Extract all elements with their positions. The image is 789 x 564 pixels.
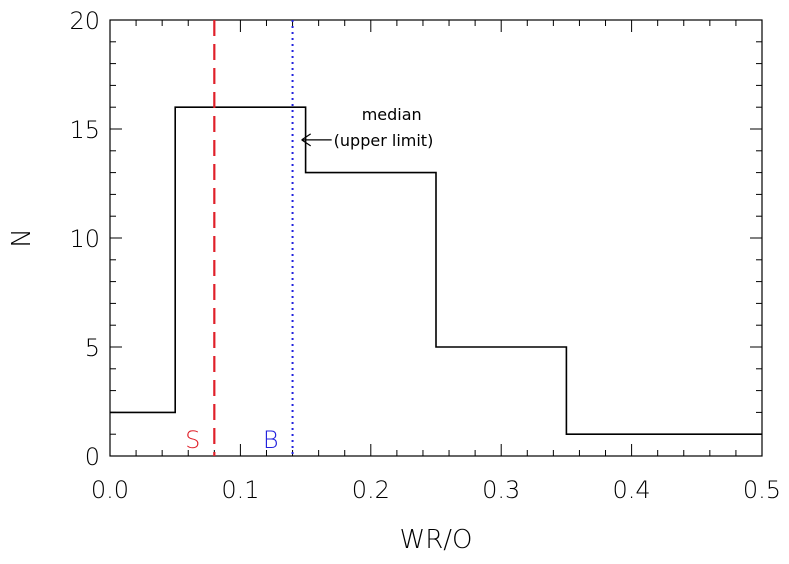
y-tick-label: 0 — [85, 443, 100, 471]
y-tick-label: 10 — [69, 225, 100, 253]
x-tick-label: 0.3 — [482, 476, 520, 504]
x-tick-label: 0.4 — [613, 476, 651, 504]
y-axis-label: N — [7, 228, 37, 247]
median-annotation: median (upper limit) — [301, 105, 434, 150]
annotation-line-1: median — [362, 105, 422, 124]
x-tick-labels: 0.0 0.1 0.2 0.3 0.4 0.5 — [91, 476, 781, 504]
histogram-step-line — [110, 106, 762, 435]
annotation-line-2: (upper limit) — [334, 131, 434, 150]
y-tick-labels: 0 5 10 15 20 — [69, 7, 100, 471]
x-tick-label: 0.2 — [352, 476, 390, 504]
arrowhead-icon — [301, 133, 312, 147]
reference-label-s: S — [185, 426, 200, 454]
y-tick-label: 5 — [85, 334, 100, 362]
y-tick-label: 15 — [69, 116, 100, 144]
y-tick-label: 20 — [69, 7, 100, 35]
reference-label-b: B — [263, 426, 279, 454]
x-axis-label: WR/O — [400, 525, 473, 555]
x-tick-label: 0.1 — [221, 476, 259, 504]
x-tick-label: 0.0 — [91, 476, 129, 504]
x-tick-label: 0.5 — [743, 476, 781, 504]
